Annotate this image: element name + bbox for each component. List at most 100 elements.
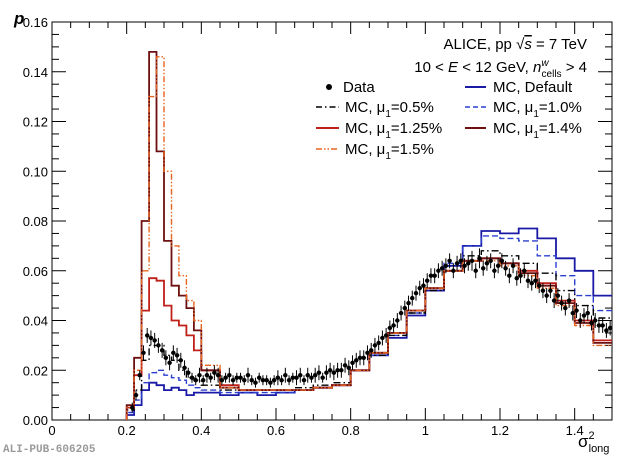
data-point [589,315,594,331]
legend-item-data: Data [326,79,375,96]
data-point [230,375,236,386]
annotation-line-2: 10 < E < 12 GeV, nw cells > 4 [414,58,587,80]
data-point [357,350,363,366]
data-point [137,370,142,381]
data-point [499,253,505,269]
data-point [298,367,303,383]
data-point [604,322,609,338]
data-point [477,248,482,269]
data-point [197,367,202,383]
annotation-line2-a: 10 < [414,59,448,76]
data-point [178,352,183,368]
legend: Data MC, Default MC, μ1=0.5% MC, μ1=1.0%… [316,79,582,162]
data-point [495,258,501,274]
data-point [398,305,404,321]
data-point [159,342,165,358]
data-point [171,345,176,361]
y-tick-label: 0.16 [23,15,48,30]
data-point [163,350,169,366]
annotation-line-1: ALICE, pp √s = 7 TeV [444,36,587,53]
data-point [466,255,471,271]
data-point [544,288,549,304]
annotation-line2-b: < 12 GeV, [458,59,533,76]
data-point [383,327,389,343]
data-point [551,293,557,309]
data-point [529,275,534,291]
data-point [283,367,288,383]
data-point [380,330,385,346]
publication-id-watermark: ALI-PUB-606205 [3,444,96,456]
data-point [593,313,598,328]
data-point [148,330,154,346]
data-point [503,260,508,276]
annotation-s: s [524,36,532,53]
data-point [600,318,605,333]
y-tick-label: 0.14 [23,65,48,80]
annotation-n: n [533,59,541,76]
data-point [413,285,419,301]
data-point [402,300,407,316]
data-point [522,263,527,279]
x-tick-label: 1.2 [491,423,509,438]
data-point [305,367,310,383]
x-tick-label: 1 [422,423,429,438]
data-point [208,372,213,383]
data-point [387,320,393,336]
data-point [436,263,441,279]
data-point [421,278,426,294]
data-point [406,295,411,311]
data-point [331,365,337,381]
data-point [607,320,613,336]
data-point [346,360,351,376]
data-point [145,327,150,343]
data-point [365,345,370,361]
data-point [596,318,602,333]
legend-item-mu14: MC, μ1=1.4% [465,120,582,141]
legend-label-mu10: MC, μ1=1.0% [493,99,582,120]
data-point [559,295,564,311]
series-layer [125,51,613,420]
data-point [189,372,195,383]
data-point [548,283,553,299]
data-point [492,263,497,279]
data-point [518,268,523,284]
legend-label-default: MC, Default [493,79,573,96]
data-point [439,260,445,276]
data-point [215,367,221,383]
data-point [342,357,348,373]
data-point [454,255,460,271]
data-point [219,375,225,386]
data-point [540,283,546,299]
data-point [264,375,269,386]
x-tick-label: 0.6 [267,423,285,438]
data-point [451,263,456,279]
data-point [257,372,262,383]
x-axis-label-sub: long [589,443,610,455]
data-point [570,305,575,321]
data-point [130,402,135,413]
data-point [574,303,579,319]
data-point [525,273,531,289]
x-axis-label-base: σ [578,432,589,451]
data-point [369,342,374,358]
data-point [578,313,583,328]
data-point [174,347,180,363]
data-point [245,367,251,383]
data-point [279,375,284,386]
x-tick-label: 0.2 [118,423,136,438]
data-point [514,270,519,286]
data-point [425,273,430,289]
data-point [156,337,161,353]
data-point [193,375,198,386]
data-point [462,258,467,274]
annotation-E: E [448,59,459,76]
y-tick-label: 0.02 [23,363,48,378]
data-point [313,367,318,383]
data-point [447,253,452,269]
data-point [458,253,463,269]
x-axis-label-sup: 2 [589,430,595,442]
data-point [227,367,232,383]
data-point [249,375,254,386]
legend-label-mu05: MC, μ1=0.5% [345,99,434,120]
data-point [223,372,228,383]
